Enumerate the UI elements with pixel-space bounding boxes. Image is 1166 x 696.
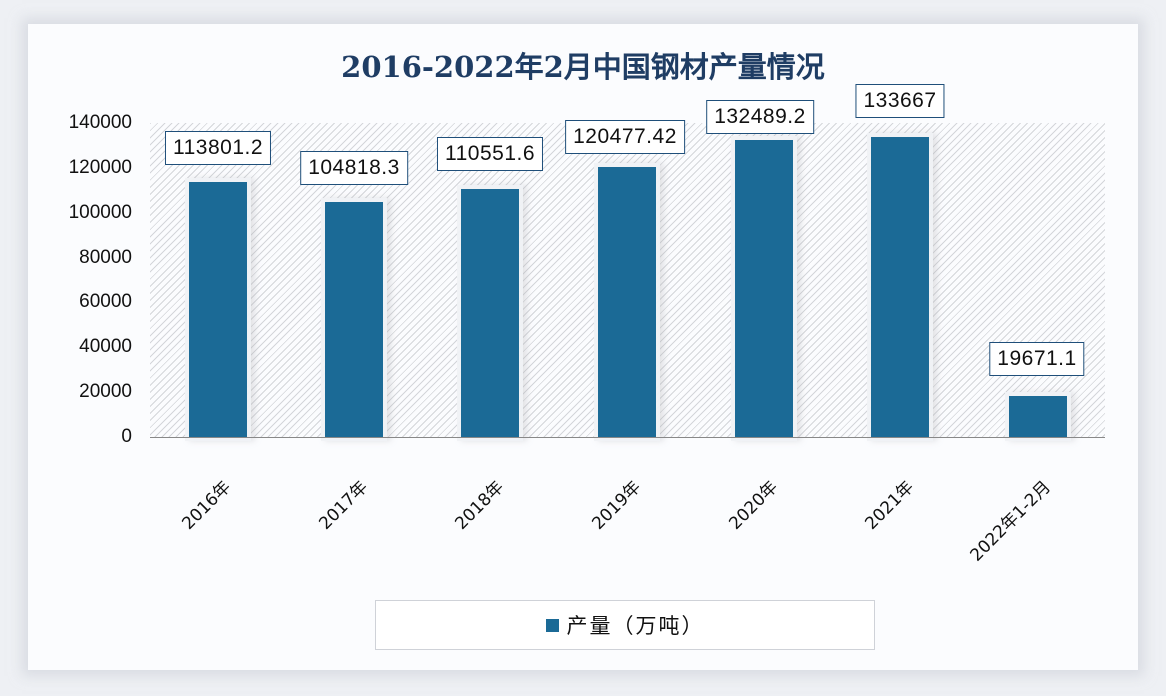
y-tick: 100000: [68, 202, 132, 223]
legend-label[interactable]: 产量（万吨）: [566, 614, 705, 638]
y-tick: 140000: [68, 112, 132, 133]
data-label: 113801.2: [164, 131, 272, 165]
bar-2021[interactable]: [871, 137, 929, 437]
y-tick: 0: [121, 426, 132, 447]
bar-2019[interactable]: [598, 167, 656, 437]
chart-title: 2016-2022年2月中国钢材产量情况: [341, 50, 825, 84]
x-axis-line: [150, 437, 1105, 438]
legend-swatch-icon: [545, 618, 559, 632]
data-label: 19671.1: [989, 342, 1085, 376]
bar-2022-jan-feb[interactable]: [1009, 396, 1067, 437]
y-tick: 120000: [68, 157, 132, 178]
data-label: 132489.2: [706, 100, 814, 134]
data-label: 120477.42: [565, 120, 685, 154]
legend: 产量（万吨）: [375, 600, 875, 650]
y-tick: 40000: [79, 336, 132, 357]
data-label: 133667: [855, 84, 945, 118]
y-tick: 20000: [79, 381, 132, 402]
data-label: 110551.6: [436, 137, 544, 171]
data-label: 104818.3: [300, 151, 408, 185]
y-tick: 60000: [79, 291, 132, 312]
bar-2018[interactable]: [461, 189, 519, 437]
bar-2017[interactable]: [325, 202, 383, 437]
bar-2016[interactable]: [189, 182, 247, 437]
y-tick: 80000: [79, 247, 132, 268]
bar-2020[interactable]: [735, 140, 793, 437]
